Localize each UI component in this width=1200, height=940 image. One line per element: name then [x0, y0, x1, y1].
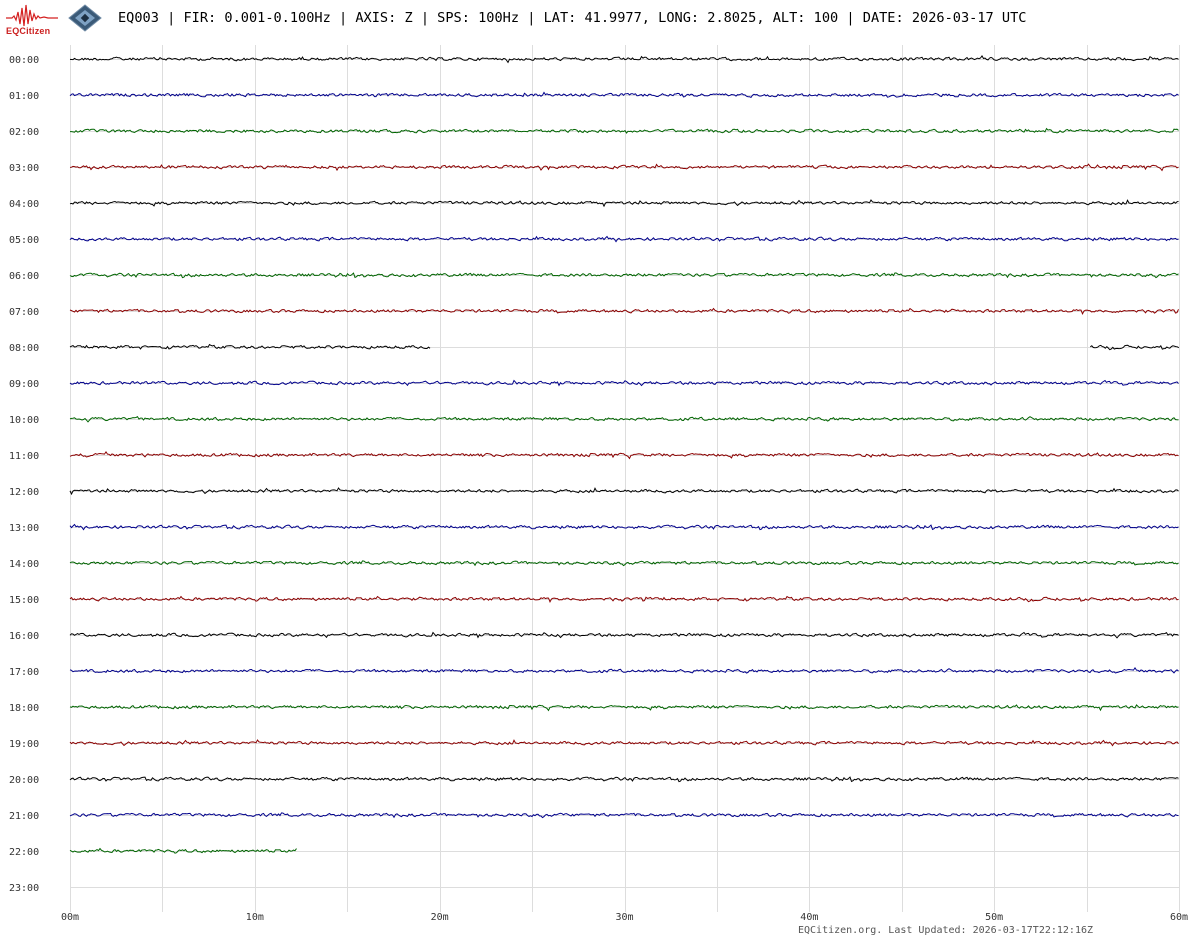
row-time-label: 10:00 — [9, 415, 39, 426]
row-time-label: 19:00 — [9, 739, 39, 750]
row-time-label: 11:00 — [9, 451, 39, 462]
trace-line-11-00 — [69, 451, 1179, 460]
row-time-label: 16:00 — [9, 631, 39, 642]
chart-title: EQ003 | FIR: 0.001-0.100Hz | AXIS: Z | S… — [118, 10, 1027, 26]
trace-line-07-00 — [69, 307, 1179, 315]
trace-line-10-00 — [69, 416, 1179, 423]
sensor-board-icon — [68, 4, 102, 32]
x-tick-label: 50m — [985, 912, 1003, 923]
x-tick-label: 20m — [431, 912, 449, 923]
x-tick-label: 10m — [246, 912, 264, 923]
x-tick-label: 30m — [615, 912, 633, 923]
seismogram-logo-icon — [6, 4, 58, 27]
trace-line-14-00 — [69, 560, 1179, 567]
row-time-label: 17:00 — [9, 667, 39, 678]
trace-line-00-00 — [69, 54, 1179, 64]
row-time-label: 20:00 — [9, 775, 39, 786]
row-time-label: 09:00 — [9, 379, 39, 390]
trace-line-05-00 — [69, 235, 1179, 243]
row-time-label: 00:00 — [9, 55, 39, 66]
trace-line-02-00 — [70, 127, 1179, 134]
x-tick-label: 60m — [1170, 912, 1188, 923]
trace-line-06-00 — [69, 272, 1179, 279]
row-time-label: 03:00 — [9, 163, 39, 174]
trace-line-22-00 — [69, 847, 297, 854]
trace-line-09-00 — [69, 379, 1179, 387]
trace-line-20-00 — [69, 776, 1179, 783]
trace-line-17-00 — [69, 667, 1179, 674]
trace-line-16-00 — [69, 631, 1179, 639]
trace-line-01-00 — [69, 91, 1179, 99]
row-time-label: 02:00 — [9, 127, 39, 138]
row-time-label: 13:00 — [9, 523, 39, 534]
row-time-label: 14:00 — [9, 559, 39, 570]
trace-line-08-00 — [1090, 344, 1180, 351]
trace-line-15-00 — [69, 595, 1179, 603]
eqcitizen-logo: EQCitizen — [4, 2, 60, 36]
row-time-label: 21:00 — [9, 811, 39, 822]
row-time-label: 06:00 — [9, 271, 39, 282]
x-tick-label: 40m — [800, 912, 818, 923]
row-time-label: 18:00 — [9, 703, 39, 714]
row-time-label: 23:00 — [9, 883, 39, 894]
row-time-label: 01:00 — [9, 91, 39, 102]
row-time-label: 15:00 — [9, 595, 39, 606]
trace-line-21-00 — [69, 812, 1179, 819]
trace-line-13-00 — [69, 523, 1179, 531]
row-time-label: 05:00 — [9, 235, 39, 246]
row-time-label: 12:00 — [9, 487, 39, 498]
last-updated-footer: EQCitizen.org. Last Updated: 2026-03-17T… — [798, 925, 1094, 936]
trace-line-12-00 — [69, 487, 1179, 496]
logo-text: EQCitizen — [6, 26, 51, 36]
trace-line-19-00 — [69, 739, 1179, 747]
row-time-label: 04:00 — [9, 199, 39, 210]
trace-line-18-00 — [69, 704, 1179, 712]
x-tick-label: 00m — [61, 912, 79, 923]
header: EQCitizen EQ003 | FIR: 0.001-0.100Hz | A… — [0, 0, 1200, 40]
trace-line-03-00 — [69, 163, 1179, 172]
row-time-label: 07:00 — [9, 307, 39, 318]
row-time-label: 22:00 — [9, 847, 39, 858]
trace-line-04-00 — [69, 199, 1179, 208]
row-time-label: 08:00 — [9, 343, 39, 354]
trace-line-08-00 — [69, 343, 431, 350]
